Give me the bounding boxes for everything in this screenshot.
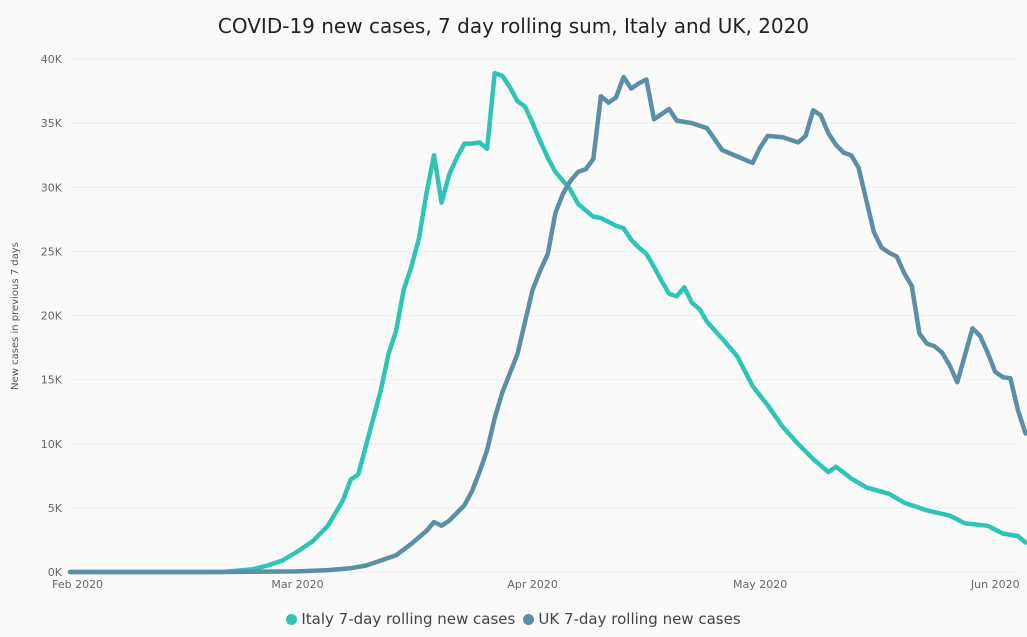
y-tick-label: 40K <box>41 53 63 66</box>
series-lines <box>67 70 1027 575</box>
x-tick-label: Feb 2020 <box>52 578 103 591</box>
y-axis-label: New cases in previous 7 days <box>10 242 21 390</box>
x-tick-label: Apr 2020 <box>507 578 558 591</box>
y-tick-label: 0K <box>48 566 63 579</box>
y-tick-label: 30K <box>41 181 63 194</box>
legend-item-italy[interactable]: Italy 7-day rolling new cases <box>286 610 515 628</box>
legend-item-uk[interactable]: UK 7-day rolling new cases <box>523 610 741 628</box>
legend-marker-icon <box>286 613 298 625</box>
chart-title: COVID-19 new cases, 7 day rolling sum, I… <box>217 14 810 38</box>
legend-label: Italy 7-day rolling new cases <box>301 610 516 628</box>
x-axis: Feb 2020 Mar 2020 Apr 2020 May 2020 Jun 2020 <box>52 578 1019 591</box>
y-axis: 0K 5K 10K 15K 20K 25K 30K 35K 40K <box>41 53 63 579</box>
y-tick-label: 20K <box>41 310 63 323</box>
y-tick-label: 35K <box>41 117 63 130</box>
series-line-uk <box>67 74 1027 575</box>
y-tick-label: 15K <box>41 374 63 387</box>
x-tick-label: May 2020 <box>733 578 787 591</box>
legend: Italy 7-day rolling new cases UK 7-day ro… <box>0 610 1027 629</box>
legend-marker-icon <box>523 613 535 625</box>
y-tick-label: 5K <box>48 502 63 515</box>
grid-lines <box>70 58 1018 573</box>
y-tick-label: 10K <box>41 438 63 451</box>
legend-label: UK 7-day rolling new cases <box>538 610 741 628</box>
plot-area: 0K 5K 10K 15K 20K 25K 30K 35K 40K Feb 2020 Mar 20… <box>10 53 1027 591</box>
y-tick-label: 25K <box>41 245 63 258</box>
x-tick-label: Mar 2020 <box>271 578 323 591</box>
x-tick-label: Jun 2020 <box>970 578 1020 591</box>
series-line-italy <box>67 70 1027 575</box>
